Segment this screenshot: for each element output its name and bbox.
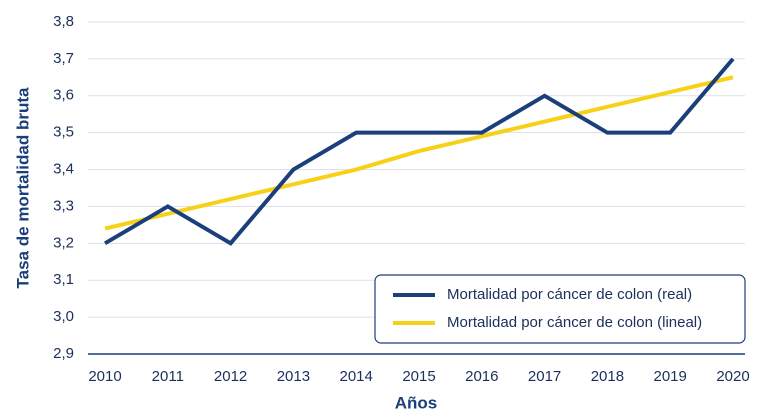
y-tick-label: 3,5 xyxy=(53,124,74,141)
x-tick-label: 2016 xyxy=(465,368,498,385)
y-tick-label: 3,2 xyxy=(53,234,74,251)
line-series xyxy=(103,57,735,246)
legend-label: Mortalidad por cáncer de colon (real) xyxy=(447,286,692,303)
y-tick-label: 3,4 xyxy=(53,161,74,178)
y-tick-label: 3,6 xyxy=(53,87,74,104)
y-tick-label: 3,1 xyxy=(53,271,74,288)
legend-label: Mortalidad por cáncer de colon (lineal) xyxy=(447,314,702,331)
x-tick-label: 2019 xyxy=(654,368,687,385)
x-tick-label: 2018 xyxy=(591,368,624,385)
y-tick-label: 3,0 xyxy=(53,308,74,325)
x-tick-label: 2010 xyxy=(88,368,121,385)
x-tick-label: 2012 xyxy=(214,368,247,385)
y-tick-label: 3,3 xyxy=(53,197,74,214)
line-series xyxy=(104,75,734,231)
x-tick-label: 2015 xyxy=(402,368,435,385)
y-tick-label: 3,8 xyxy=(53,13,74,30)
x-tick-label: 2020 xyxy=(716,368,749,385)
y-tick-label: 3,7 xyxy=(53,50,74,67)
legend-box xyxy=(374,274,746,344)
x-tick-label: 2013 xyxy=(277,368,310,385)
y-axis-label: Tasa de mortalidad bruta xyxy=(13,87,32,288)
y-tick-label: 2,9 xyxy=(53,345,74,362)
x-tick-label: 2017 xyxy=(528,368,561,385)
x-tick-label: 2014 xyxy=(340,368,373,385)
x-tick-label: 2011 xyxy=(152,368,184,385)
x-axis-label: Años xyxy=(395,393,438,412)
